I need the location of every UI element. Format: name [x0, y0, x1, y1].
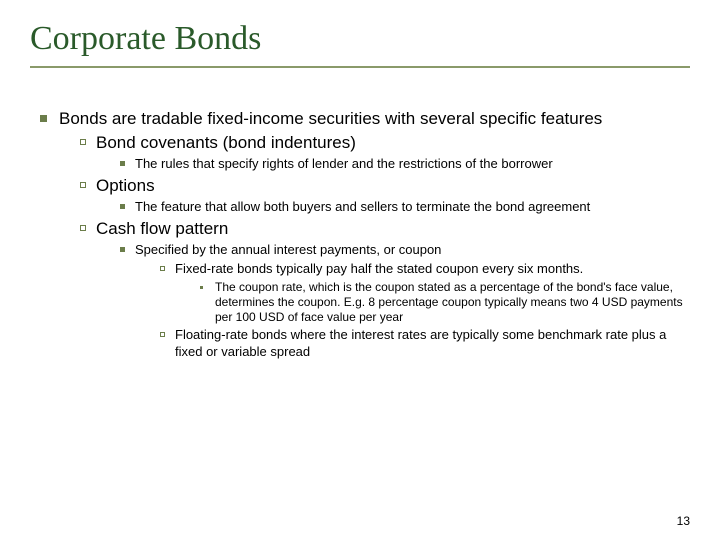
open-mini-square-bullet-icon: [160, 266, 165, 271]
mini-square-bullet-icon: [120, 204, 125, 209]
sub-detail: The rules that specify rights of lender …: [120, 156, 690, 173]
open-mini-square-bullet-icon: [160, 332, 165, 337]
mini-square-bullet-icon: [120, 161, 125, 166]
sub-item: Bond covenants (bond indentures): [80, 132, 690, 154]
sub-text: Floating-rate bonds where the interest r…: [175, 327, 690, 361]
sub-detail: Specified by the annual interest payment…: [120, 242, 690, 259]
sub-item: Options: [80, 175, 690, 197]
open-square-bullet-icon: [80, 182, 86, 188]
page-number: 13: [677, 514, 690, 528]
sub-item: Cash flow pattern: [80, 218, 690, 240]
detail-text: The rules that specify rights of lender …: [135, 156, 690, 173]
list-item: Fixed-rate bonds typically pay half the …: [160, 261, 690, 278]
open-square-bullet-icon: [80, 225, 86, 231]
sub-label: Options: [96, 175, 690, 197]
mini-square-bullet-icon: [120, 247, 125, 252]
main-point: Bonds are tradable fixed-income securiti…: [40, 108, 690, 130]
tiny-square-bullet-icon: [200, 286, 203, 289]
open-square-bullet-icon: [80, 139, 86, 145]
spec-text: Specified by the annual interest payment…: [135, 242, 690, 259]
list-item: Floating-rate bonds where the interest r…: [160, 327, 690, 361]
note-text: The coupon rate, which is the coupon sta…: [215, 280, 690, 325]
sub-label: Bond covenants (bond indentures): [96, 132, 690, 154]
square-bullet-icon: [40, 115, 47, 122]
detail-text: The feature that allow both buyers and s…: [135, 199, 690, 216]
sub-label: Cash flow pattern: [96, 218, 690, 240]
sub-text: Fixed-rate bonds typically pay half the …: [175, 261, 690, 278]
note-item: The coupon rate, which is the coupon sta…: [200, 280, 690, 325]
slide-title: Corporate Bonds: [30, 20, 690, 68]
main-text: Bonds are tradable fixed-income securiti…: [59, 108, 690, 130]
sub-detail: The feature that allow both buyers and s…: [120, 199, 690, 216]
